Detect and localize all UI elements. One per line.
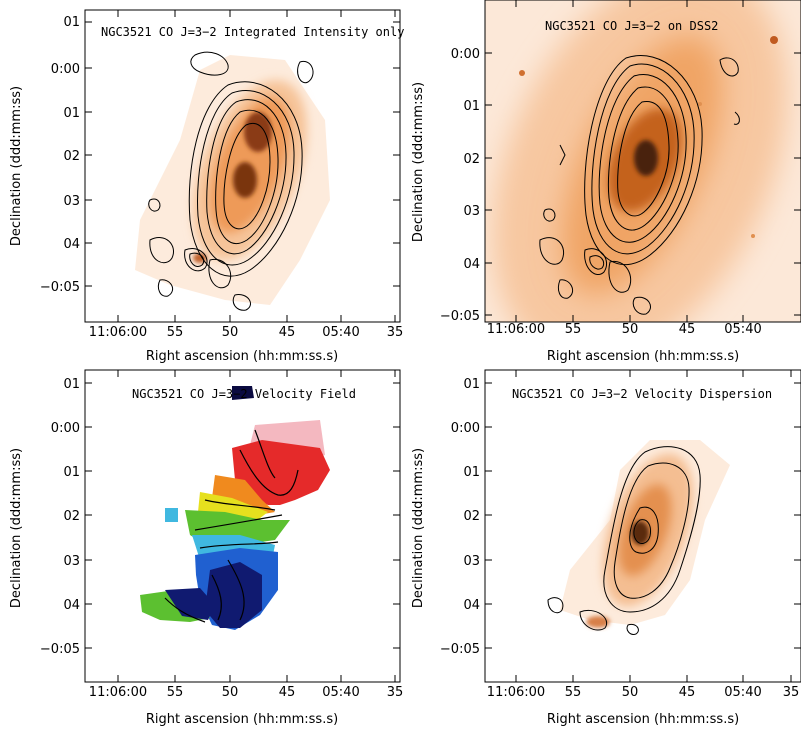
xtick-2-3: 45 [279,685,296,700]
ytick-0-3: 02 [63,149,80,164]
tick-marks-0 [85,10,400,322]
xtick-2-2: 50 [222,685,239,700]
panel-title-3: NGC3521 CO J=3−2 Velocity Dispersion [512,387,772,401]
y-axis-label-2: Declination (ddd:mm:ss) [9,448,24,608]
emission-core-0b [233,162,257,198]
ytick-0-2: 01 [63,106,80,121]
plot-frame-3 [484,369,801,683]
xtick-3-5: 35 [783,685,800,700]
tick-marks-1 [485,0,801,322]
xtick-1-2: 50 [622,322,639,337]
xtick-0-4: 05:40 [322,325,359,340]
ytick-3-1: 0:00 [451,421,480,436]
xtick-2-4: 05:40 [322,685,359,700]
ytick-2-1: 0:00 [51,421,80,436]
xtick-2-5: 35 [387,685,404,700]
panel-velocity-dispersion: NGC3521 CO J=3−2 Velocity Dispersion 11:… [411,369,801,727]
dss2-star-4 [751,234,755,238]
ytick-1-4: 04 [463,257,480,272]
tick-marks-3 [485,370,801,682]
plot-frame-2 [84,369,401,683]
x-axis-label-2: Right ascension (hh:mm:ss.s) [146,712,338,727]
dss2-star-1 [770,36,778,44]
x-axis-label-1: Right ascension (hh:mm:ss.s) [547,349,739,364]
plot-frame-1 [484,0,801,323]
y-axis-label-3: Declination (ddd:mm:ss) [411,448,426,608]
ytick-0-1: 0:00 [51,62,80,77]
xtick-2-0: 11:06:00 [89,685,147,700]
plot-frame-0 [84,9,401,323]
xtick-0-5: 35 [387,325,404,340]
ytick-3-2: 01 [463,465,480,480]
dss2-galaxy-nucleus [634,140,658,176]
ytick-2-5: 04 [63,598,80,613]
x-axis-label-0: Right ascension (hh:mm:ss.s) [146,349,338,364]
contours-1 [539,55,740,315]
ytick-1-5: −0:05 [440,309,480,324]
emission-core-0a [244,112,272,152]
y-axis-label-1: Declination (ddd:mm:ss) [411,82,426,242]
dss2-star-2 [519,70,525,76]
vel-region-red [232,440,330,505]
ytick-1-3: 03 [463,204,480,219]
panel-title-0: NGC3521 CO J=3−2 Integrated Intensity on… [101,25,404,39]
ytick-3-0: 01 [463,377,480,392]
ytick-2-0: 01 [63,377,80,392]
xtick-1-3: 45 [679,322,696,337]
ytick-3-4: 03 [463,554,480,569]
panel-velocity-field: NGC3521 CO J=3−2 Velocity Field 11:06:00… [9,369,404,727]
xtick-1-4: 05:40 [724,322,761,337]
y-axis-label-0: Declination (ddd:mm:ss) [9,86,24,246]
panel-dss2-overlay: NGC3521 CO J=3−2 on DSS2 11:06:00 55 50 … [411,0,801,364]
velocity-map [140,386,330,630]
xtick-3-3: 45 [679,685,696,700]
ytick-0-6: −0:05 [40,280,80,295]
ytick-3-6: −0:05 [440,642,480,657]
panel-title-1: NGC3521 CO J=3−2 on DSS2 [545,19,718,33]
ytick-2-2: 01 [63,465,80,480]
tick-marks-2 [85,370,400,682]
dss2-image [485,0,801,322]
xtick-0-1: 55 [167,325,184,340]
panel-integrated-intensity: NGC3521 CO J=3−2 Integrated Intensity on… [9,9,404,364]
dispersion-map [547,440,730,635]
xtick-1-0: 11:06:00 [487,322,545,337]
vel-region-navy [205,562,262,628]
ytick-1-0: 0:00 [451,47,480,62]
ytick-3-3: 02 [463,509,480,524]
panel-title-2: NGC3521 CO J=3−2 Velocity Field [132,387,356,401]
ytick-2-6: −0:05 [40,642,80,657]
contours-3 [547,446,701,635]
vel-region-orange [212,475,275,515]
xtick-3-2: 50 [622,685,639,700]
xtick-3-0: 11:06:00 [487,685,545,700]
vel-region-tail-navy [165,588,215,620]
vel-region-cyan-spot [165,508,178,522]
ytick-1-2: 02 [463,152,480,167]
contours-2 [164,429,299,623]
vel-region-top-blue [232,386,254,400]
dss2-star-3 [698,102,702,106]
ytick-0-4: 03 [63,194,80,209]
ytick-2-3: 02 [63,509,80,524]
contours-0 [148,51,314,311]
ytick-3-5: 04 [463,598,480,613]
xtick-0-2: 50 [222,325,239,340]
xtick-3-4: 05:40 [724,685,761,700]
ytick-1-1: 01 [463,99,480,114]
ytick-0-0: 01 [63,15,80,30]
xtick-0-3: 45 [279,325,296,340]
ytick-2-4: 03 [63,554,80,569]
xtick-1-1: 55 [565,322,582,337]
x-axis-label-3: Right ascension (hh:mm:ss.s) [547,712,739,727]
xtick-3-1: 55 [565,685,582,700]
xtick-2-1: 55 [167,685,184,700]
ytick-0-5: 04 [63,237,80,252]
intensity-map-0 [135,51,330,311]
xtick-0-0: 11:06:00 [89,325,147,340]
dispersion-knot [586,616,610,628]
